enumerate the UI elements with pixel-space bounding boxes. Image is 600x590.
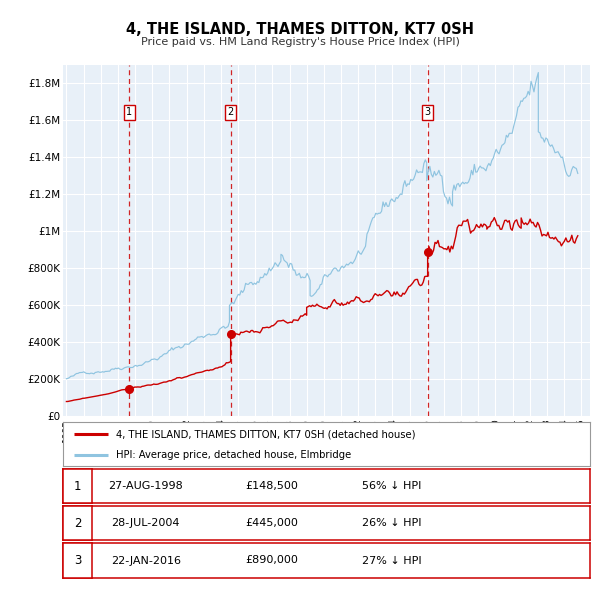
Text: 56% ↓ HPI: 56% ↓ HPI: [362, 481, 421, 491]
Text: HPI: Average price, detached house, Elmbridge: HPI: Average price, detached house, Elmb…: [116, 450, 351, 460]
Text: Price paid vs. HM Land Registry's House Price Index (HPI): Price paid vs. HM Land Registry's House …: [140, 37, 460, 47]
Text: 26% ↓ HPI: 26% ↓ HPI: [362, 519, 422, 528]
Text: 3: 3: [425, 107, 431, 117]
Text: £445,000: £445,000: [245, 519, 298, 528]
Text: 2: 2: [227, 107, 234, 117]
Text: 27% ↓ HPI: 27% ↓ HPI: [362, 556, 422, 565]
Text: 3: 3: [74, 554, 81, 567]
Text: 4, THE ISLAND, THAMES DITTON, KT7 0SH (detached house): 4, THE ISLAND, THAMES DITTON, KT7 0SH (d…: [116, 430, 415, 439]
Text: 1: 1: [74, 480, 81, 493]
Text: 1: 1: [126, 107, 132, 117]
Text: 27-AUG-1998: 27-AUG-1998: [109, 481, 183, 491]
Text: 22-JAN-2016: 22-JAN-2016: [111, 556, 181, 565]
Text: 2: 2: [74, 517, 81, 530]
Text: £890,000: £890,000: [245, 556, 298, 565]
Text: 4, THE ISLAND, THAMES DITTON, KT7 0SH: 4, THE ISLAND, THAMES DITTON, KT7 0SH: [126, 22, 474, 37]
Text: 28-JUL-2004: 28-JUL-2004: [112, 519, 180, 528]
Text: £148,500: £148,500: [245, 481, 298, 491]
